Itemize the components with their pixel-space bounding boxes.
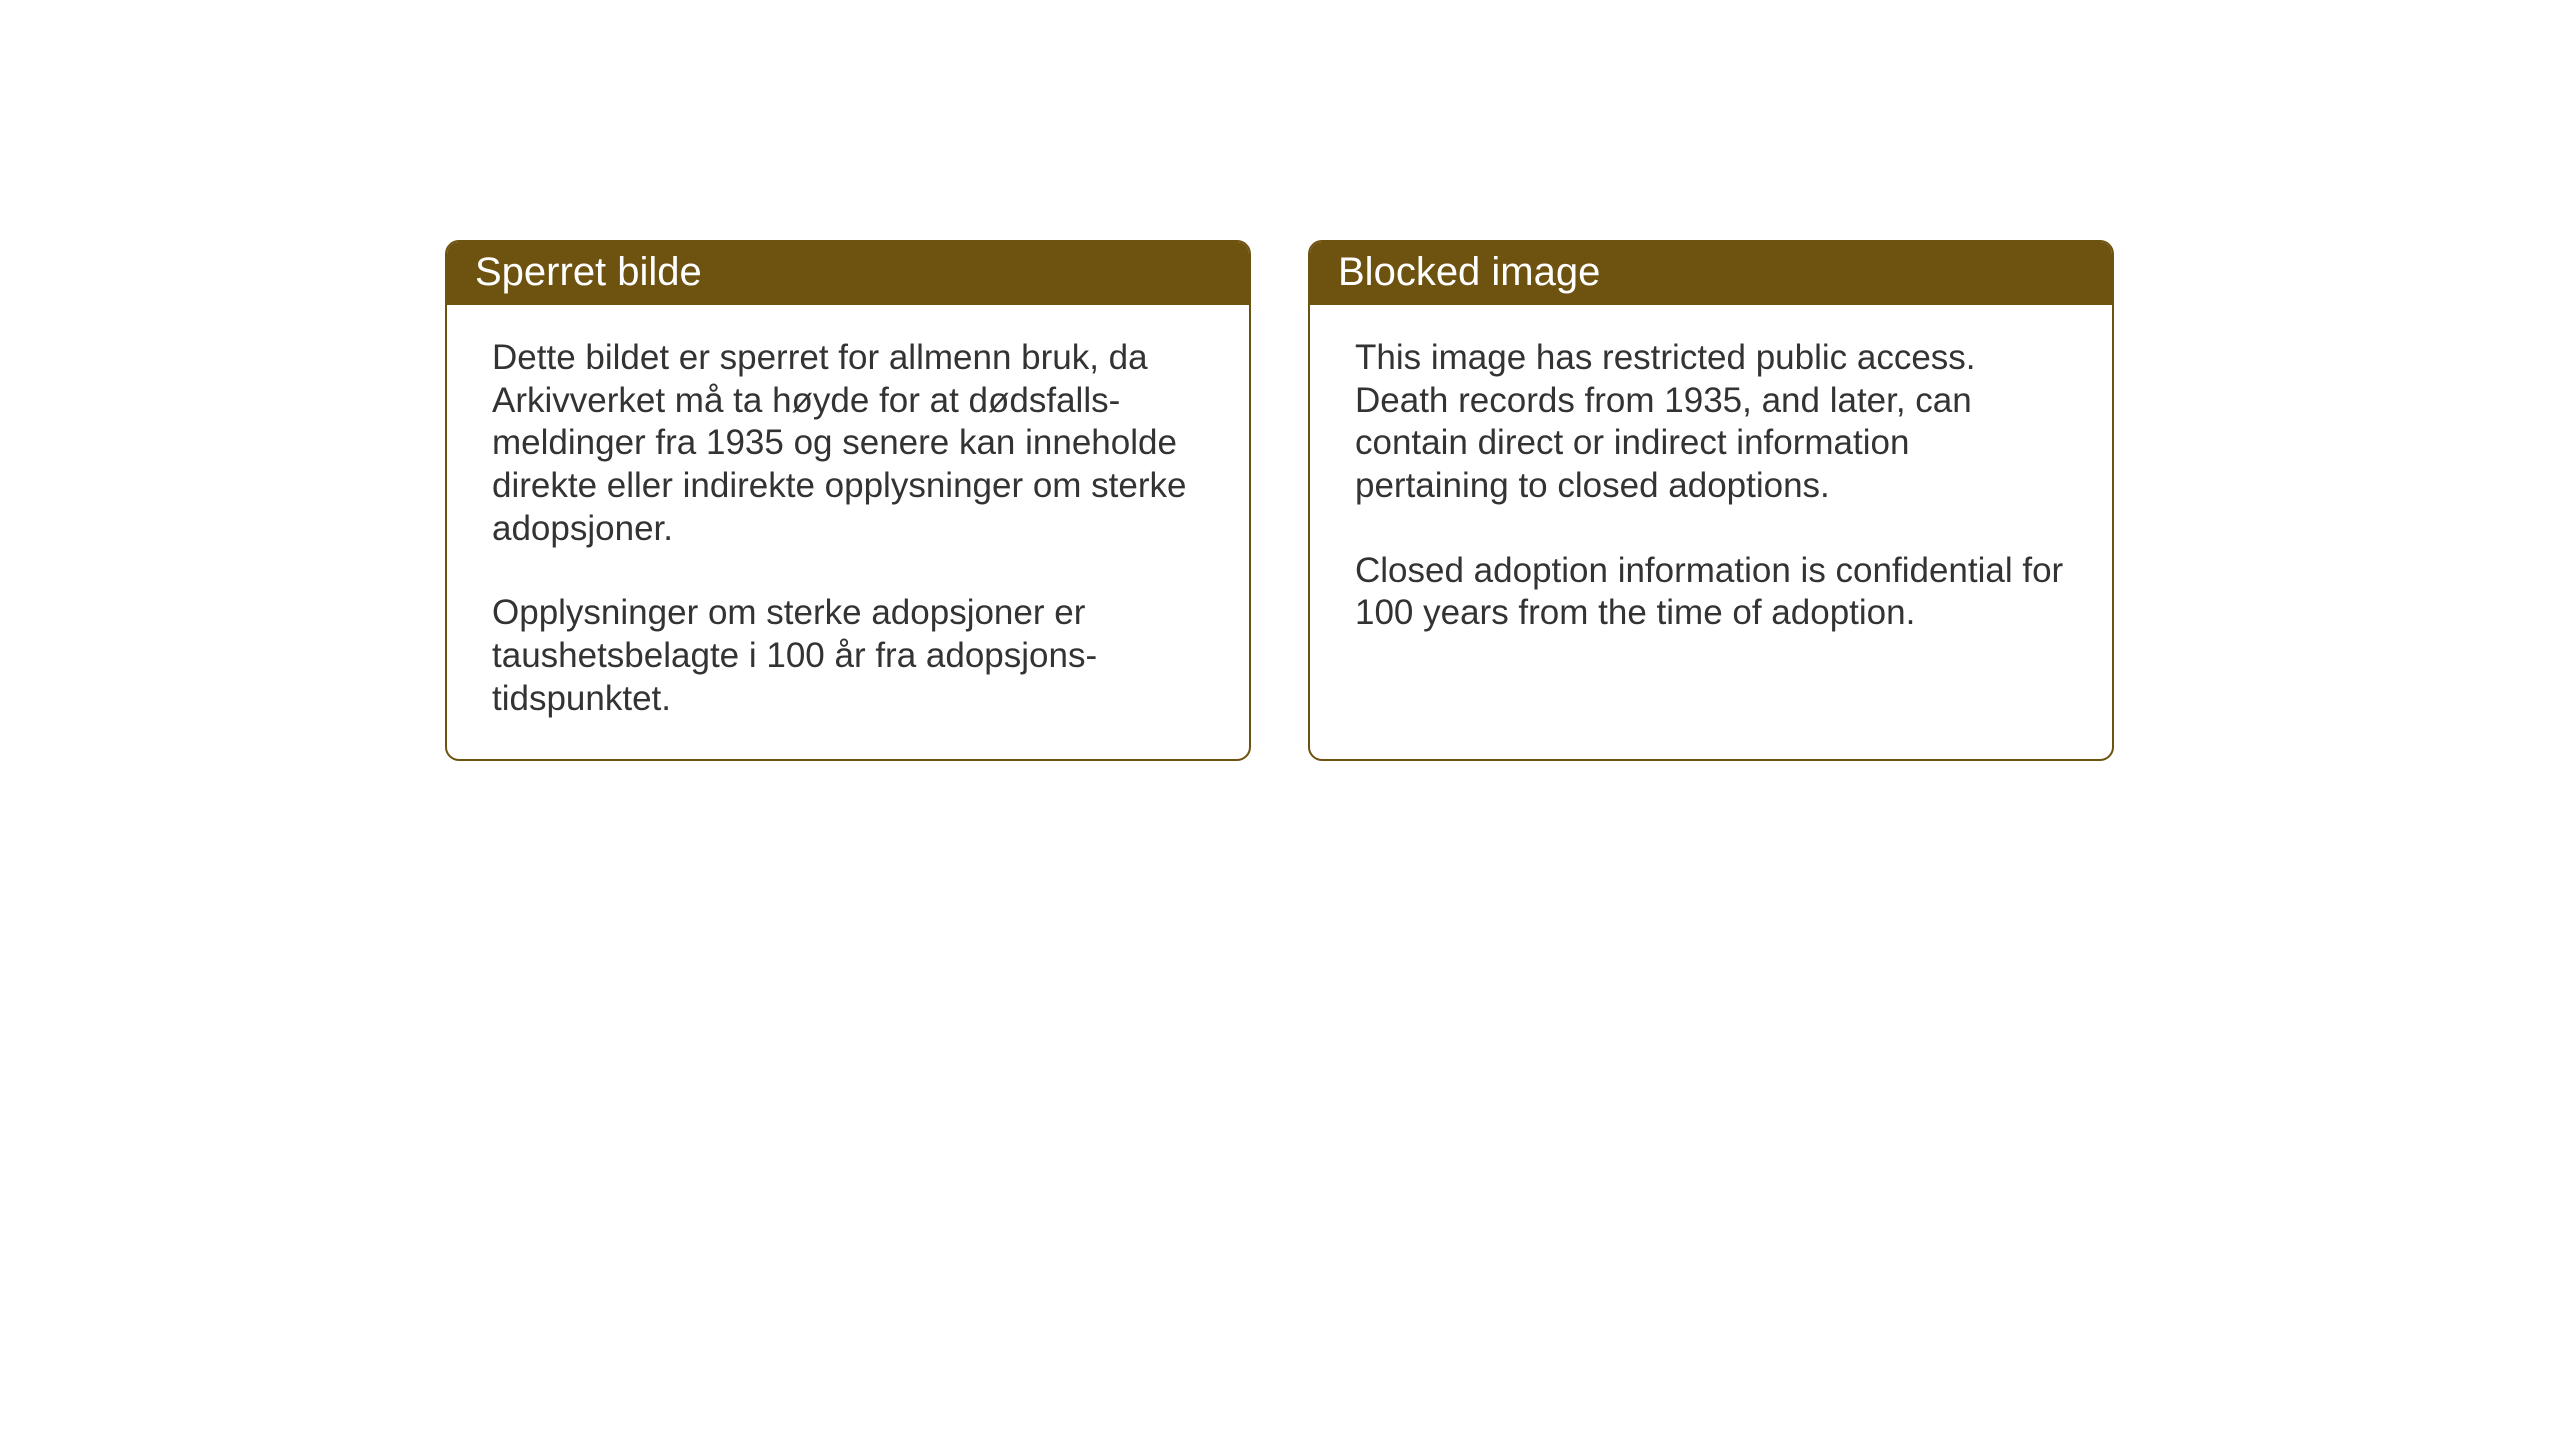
- english-card-title: Blocked image: [1338, 250, 1600, 294]
- norwegian-card-body: Dette bildet er sperret for allmenn bruk…: [447, 305, 1249, 759]
- english-paragraph-2: Closed adoption information is confident…: [1355, 550, 2067, 635]
- english-card-header: Blocked image: [1310, 242, 2112, 305]
- english-paragraph-1: This image has restricted public access.…: [1355, 337, 2067, 508]
- norwegian-paragraph-2: Opplysninger om sterke adopsjoner er tau…: [492, 592, 1204, 720]
- english-card: Blocked image This image has restricted …: [1308, 240, 2114, 761]
- norwegian-card-title: Sperret bilde: [475, 250, 702, 294]
- norwegian-card-header: Sperret bilde: [447, 242, 1249, 305]
- english-card-body: This image has restricted public access.…: [1310, 305, 2112, 755]
- norwegian-paragraph-1: Dette bildet er sperret for allmenn bruk…: [492, 337, 1204, 550]
- cards-container: Sperret bilde Dette bildet er sperret fo…: [445, 240, 2114, 761]
- norwegian-card: Sperret bilde Dette bildet er sperret fo…: [445, 240, 1251, 761]
